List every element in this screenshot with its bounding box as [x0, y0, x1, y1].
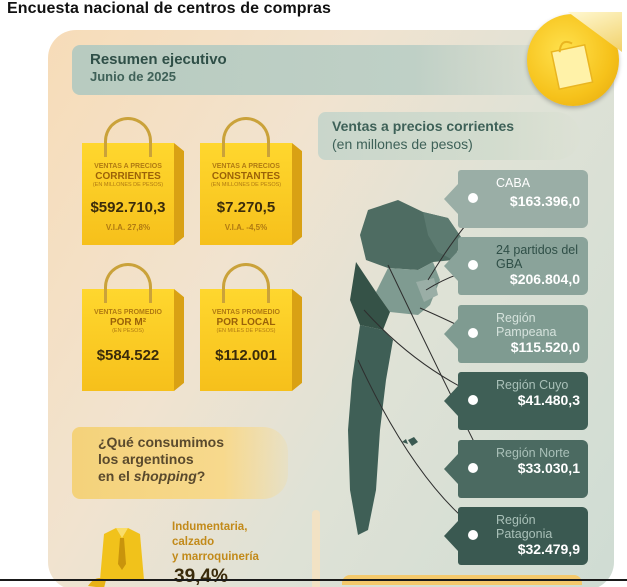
region-name: Región Norte	[496, 446, 570, 460]
region-tag-norte: Región Norte $33.030,1	[444, 440, 588, 498]
divider	[312, 510, 320, 587]
summary-header: Resumen ejecutivo Junio de 2025	[72, 45, 562, 95]
summary-title: Resumen ejecutivo	[90, 51, 227, 68]
bag-handle-icon	[104, 117, 152, 157]
map-gba	[416, 278, 438, 302]
region-name: Región Cuyo	[496, 378, 569, 392]
consumo-line3-pre: en el	[98, 468, 134, 484]
ventas-title: Ventas a precios corrientes	[332, 118, 515, 134]
region-tag-pampeana: Región Pampeana $115.520,0	[444, 305, 588, 363]
consumo-line3: en el shopping?	[98, 468, 288, 485]
category-line2: calzado	[172, 536, 215, 548]
kpi-line2: CORRIENTES	[95, 171, 161, 182]
tag-hole-icon	[468, 395, 478, 405]
map-malvinas	[402, 437, 418, 446]
consumo-line1: ¿Qué consumimos	[98, 434, 225, 450]
kpi-unit: (EN MILES DE PESOS)	[216, 328, 276, 334]
region-tag-patagonia: Región Patagonia $32.479,9	[444, 507, 588, 565]
category-label: Indumentaria, calzado y marroquinería	[172, 520, 259, 565]
kpi-line1: VENTAS A PRECIOS	[94, 163, 162, 170]
tag-notch	[444, 454, 458, 484]
kpi-value: $112.001	[215, 347, 277, 364]
tag-hole-icon	[468, 328, 478, 338]
bag-handle-icon	[222, 263, 270, 303]
tag-hole-icon	[468, 463, 478, 473]
kpi-bag-ventas-corrientes: VENTAS A PRECIOS CORRIENTES (EN MILLONES…	[82, 117, 174, 245]
category-line1: Indumentaria,	[172, 521, 248, 533]
category-line3: y marroquinería	[172, 551, 259, 563]
kpi-bag-ventas-m2: VENTAS PROMEDIO POR M² (EN PESOS) $584.5…	[82, 263, 174, 391]
shopping-bag-icon	[550, 40, 594, 91]
kpi-unit: (EN MILLONES DE PESOS)	[210, 182, 282, 188]
kpi-value: $7.270,5	[216, 199, 276, 216]
ventas-header: Ventas a precios corrientes (en millones…	[318, 112, 580, 160]
kpi-bag-ventas-local: VENTAS PROMEDIO POR LOCAL (EN MILES DE P…	[200, 263, 292, 391]
map-cuyo	[350, 262, 390, 330]
kpi-value: $592.710,3	[90, 199, 166, 216]
kpi-value: $584.522	[96, 347, 160, 364]
map-patagonia	[348, 325, 393, 535]
consumo-line3-em: shopping	[133, 468, 197, 484]
shirt-tie-icon	[88, 528, 144, 587]
map-northeast	[423, 212, 463, 260]
kpi-line1: VENTAS PROMEDIO	[212, 309, 280, 316]
consumo-line3-post: ?	[196, 468, 206, 484]
kpi-line2: POR M²	[109, 317, 147, 328]
region-name: Región Patagonia	[496, 513, 553, 541]
region-value: $206.804,0	[509, 271, 580, 287]
tag-notch	[444, 251, 458, 281]
kpi-line2: CONSTANTES	[211, 171, 281, 182]
region-name: CABA	[496, 176, 531, 190]
bag-handle-icon	[104, 263, 152, 303]
tag-notch	[444, 319, 458, 349]
kpi-via: V.I.A. 27,8%	[105, 223, 151, 232]
region-tag-cuyo: Región Cuyo $41.480,3	[444, 372, 588, 430]
tag-notch	[444, 521, 458, 551]
category-percent: 39,4%	[174, 566, 228, 587]
tag-hole-icon	[468, 530, 478, 540]
region-tag-caba: CABA $163.396,0	[444, 170, 588, 228]
region-value: $33.030,1	[517, 460, 580, 476]
region-name: 24 partidos del GBA	[496, 243, 579, 271]
kpi-bag-ventas-constantes: VENTAS A PRECIOS CONSTANTES (EN MILLONES…	[200, 117, 292, 245]
summary-date: Junio de 2025	[90, 69, 176, 84]
kpi-unit: (EN PESOS)	[112, 328, 144, 334]
kpi-line1: VENTAS A PRECIOS	[212, 163, 280, 170]
tag-hole-icon	[468, 193, 478, 203]
region-name: Región Pampeana	[496, 311, 557, 339]
region-tag-gba: 24 partidos del GBA $206.804,0	[444, 237, 588, 295]
consumo-header: ¿Qué consumimos los argentinos en el sho…	[72, 427, 288, 499]
tag-hole-icon	[468, 260, 478, 270]
kpi-line1: VENTAS PROMEDIO	[94, 309, 162, 316]
argentina-map	[348, 199, 488, 539]
ventas-subtitle: (en millones de pesos)	[332, 136, 473, 152]
kpi-via: V.I.A. -4,5%	[224, 223, 268, 232]
region-value: $163.396,0	[509, 193, 580, 209]
kpi-line2: POR LOCAL	[216, 317, 276, 328]
tag-notch	[444, 386, 458, 416]
bag-handle-icon	[222, 117, 270, 157]
tag-notch	[444, 184, 458, 214]
consumo-line2: los argentinos	[98, 451, 194, 467]
page-title: Encuesta nacional de centros de compras	[7, 0, 332, 17]
region-value: $115.520,0	[510, 339, 580, 355]
bottom-rule	[0, 579, 627, 581]
region-value: $41.480,3	[517, 392, 580, 408]
region-value: $32.479,9	[517, 541, 580, 557]
kpi-unit: (EN MILLONES DE PESOS)	[92, 182, 164, 188]
